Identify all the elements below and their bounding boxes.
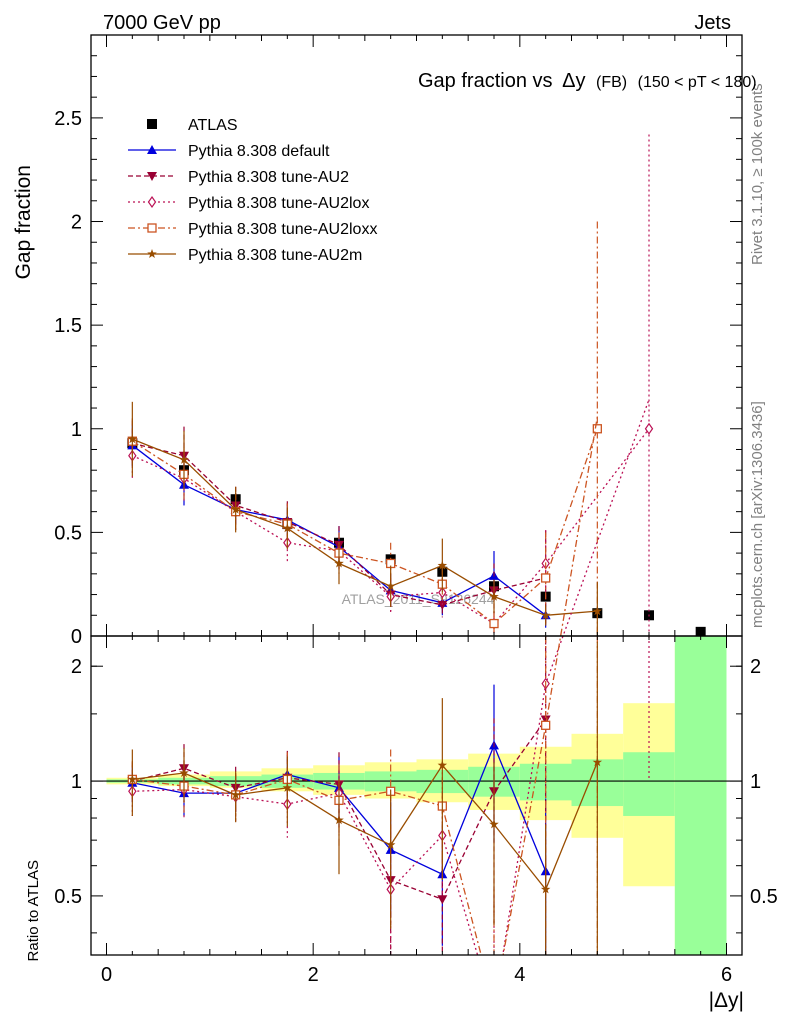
legend-entry: Pythia 8.308 tune-AU2m	[128, 247, 362, 264]
ratio-ylabel: Ratio to ATLAS	[25, 860, 42, 961]
ratio-point	[541, 720, 551, 730]
x-tick-label: 6	[721, 964, 732, 986]
ratio-series-2	[128, 399, 650, 1011]
data-point	[282, 523, 293, 533]
series-line	[131, 428, 598, 625]
ratio-y-tick-label: 0.5	[54, 886, 82, 908]
y-tick-label: 1.5	[54, 315, 82, 337]
ratio-line	[132, 399, 650, 1011]
legend-entry: Pythia 8.308 default	[128, 143, 330, 160]
data-point	[127, 434, 138, 444]
y-tick-label: 2.5	[54, 108, 82, 130]
series-line	[132, 428, 650, 625]
data-point	[437, 560, 448, 570]
data-point	[489, 618, 499, 629]
header-left: 7000 GeV pp	[103, 12, 221, 34]
legend-entry: Pythia 8.308 tune-AU2	[128, 169, 349, 186]
ratio-series-4	[127, 641, 603, 955]
title-main: Gap fraction vs	[418, 70, 553, 92]
y-tick-label: 2	[71, 212, 82, 234]
ratio-point	[489, 819, 499, 829]
title-symbol: Δy	[562, 70, 585, 92]
data-point	[540, 610, 551, 620]
series-5	[127, 401, 603, 636]
ratio-y-tick-label-right: 0.5	[750, 886, 778, 908]
main-ylabel: Gap fraction	[12, 165, 35, 279]
ratio-point	[540, 884, 551, 894]
ratio-point	[385, 840, 396, 849]
legend-entry: Pythia 8.308 tune-AU2loxx	[128, 221, 377, 238]
ratio-point	[592, 757, 603, 767]
legend-marker	[147, 119, 157, 129]
ratio-point	[540, 715, 551, 725]
ratio-line	[132, 719, 547, 901]
chart-title: Gap fraction vs Δy (FB) (150 < pT < 180)	[418, 70, 757, 92]
clip-top	[90, 0, 743, 35]
ratio-point	[437, 895, 448, 905]
data-point	[385, 581, 396, 591]
series-line	[132, 438, 598, 616]
ratio-y-tick-label: 2	[71, 656, 82, 678]
uncertainty-band-green	[674, 636, 727, 955]
legend-entry: ATLAS	[147, 117, 238, 134]
data-point	[644, 422, 654, 435]
ratio-point	[334, 815, 344, 825]
data-point	[592, 606, 603, 616]
legend-label: Pythia 8.308 default	[188, 143, 330, 160]
legend-marker	[147, 172, 157, 181]
y-tick-label: 0.5	[54, 522, 82, 544]
title-range: (150 < pT < 180)	[638, 74, 757, 91]
legend-label: Pythia 8.308 tune-AU2	[188, 169, 349, 186]
ratio-panel	[91, 399, 742, 1011]
header-right: Jets	[694, 12, 731, 34]
ratio-point	[127, 774, 138, 784]
ratio-point	[179, 768, 189, 777]
data-point	[437, 600, 448, 610]
mcplots-credit: mcplots.cern.ch [arXiv:1306.3436]	[749, 401, 766, 628]
data-point	[592, 424, 602, 434]
legend: ATLAS Pythia 8.308 default Pythia 8.308 tu…	[128, 117, 377, 264]
ratio-y-tick-label: 1	[71, 771, 82, 793]
ratio-line	[132, 762, 598, 891]
title-tag: (FB)	[596, 74, 627, 91]
clip-bottom	[90, 955, 743, 1024]
legend-marker	[147, 223, 157, 233]
ratio-y-tick-label-right: 1	[750, 771, 761, 793]
data-point	[489, 591, 499, 601]
x-tick-label: 0	[101, 964, 112, 986]
legend-marker	[147, 145, 157, 154]
ratio-series-3	[127, 416, 598, 1005]
data-point	[230, 504, 241, 514]
legend-label: ATLAS	[188, 117, 238, 134]
legend-label: Pythia 8.308 tune-AU2m	[188, 247, 362, 264]
main-panel	[127, 134, 706, 637]
legend-marker	[147, 249, 157, 258]
series-4	[127, 221, 602, 636]
data-point	[695, 626, 706, 637]
y-tick-label: 0	[71, 626, 82, 648]
data-point	[541, 573, 551, 583]
ratio-point	[437, 760, 448, 770]
legend-entry: Pythia 8.308 tune-AU2lox	[128, 195, 369, 212]
watermark: ATLAS_2011_S9126244	[342, 591, 495, 607]
xlabel: |Δy|	[709, 989, 744, 1012]
ratio-y-tick-label-right: 2	[750, 656, 761, 678]
legend-marker	[147, 195, 157, 209]
ratio-point	[282, 782, 293, 792]
legend-label: Pythia 8.308 tune-AU2lox	[188, 195, 369, 212]
data-point	[179, 454, 189, 464]
ratio-line	[132, 416, 598, 1005]
x-tick-label: 4	[514, 964, 525, 986]
data-point	[334, 558, 344, 568]
rivet-credit: Rivet 3.1.10, ≥ 100k events	[749, 83, 766, 265]
legend-label: Pythia 8.308 tune-AU2loxx	[188, 221, 377, 238]
y-tick-label: 1	[71, 419, 82, 441]
ratio-point	[230, 789, 241, 799]
x-tick-label: 2	[308, 964, 319, 986]
